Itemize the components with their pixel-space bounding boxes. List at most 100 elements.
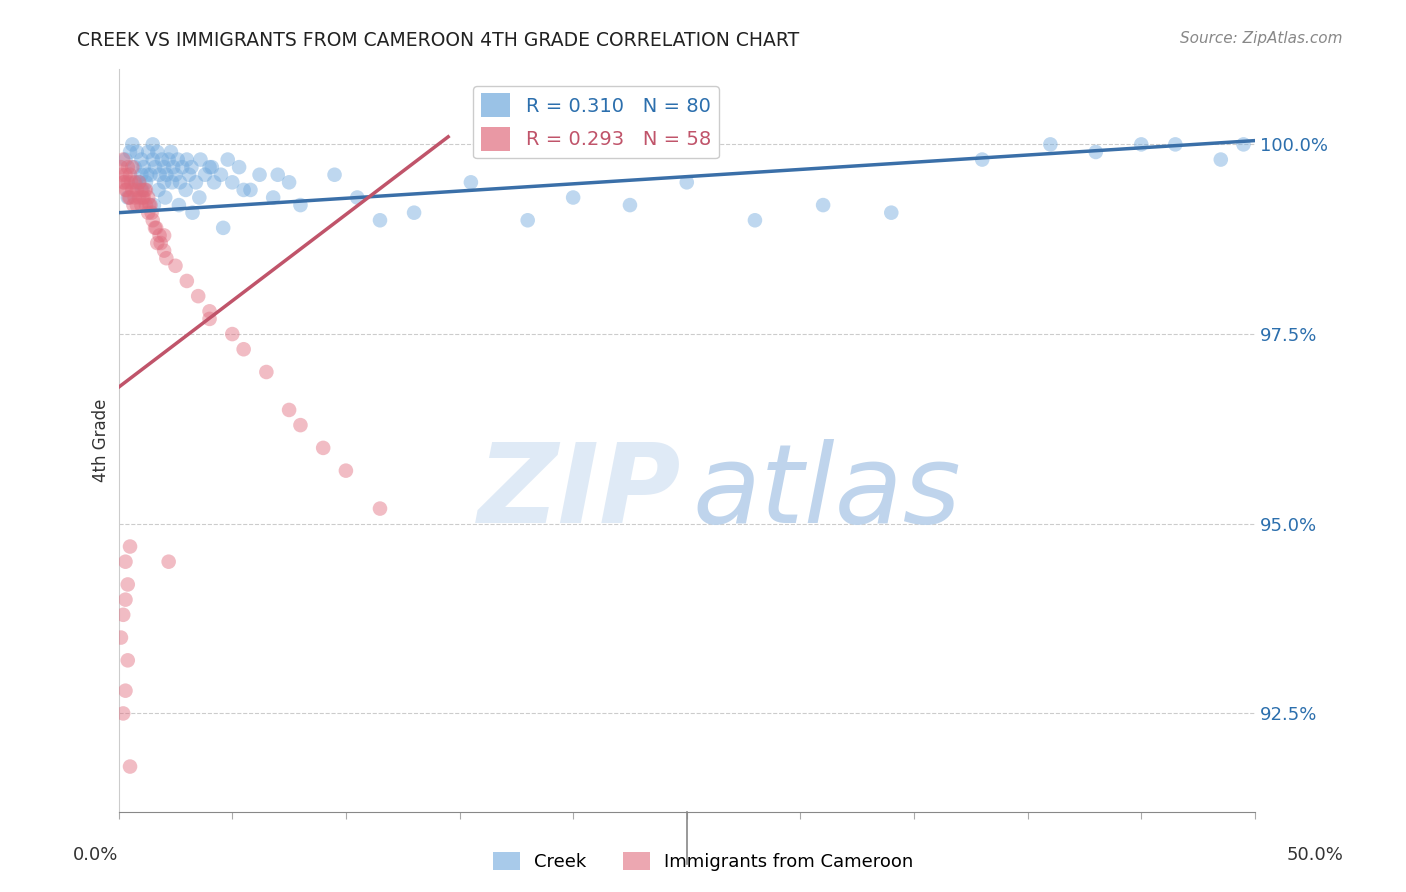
Point (115, 183, 138, 197)
Point (1164, 137, 1187, 152)
Point (169, 175, 191, 189)
Point (155, 251, 177, 265)
Point (675, 175, 697, 189)
Point (198, 304, 221, 318)
Point (176, 274, 198, 288)
Point (117, 577, 139, 591)
Point (139, 168, 162, 182)
Point (1084, 145, 1107, 159)
Point (112, 175, 135, 189)
Point (188, 190, 211, 204)
Point (460, 175, 482, 189)
Point (117, 175, 139, 189)
Point (290, 418, 312, 433)
Point (249, 168, 271, 182)
Point (254, 365, 277, 379)
Point (149, 235, 172, 250)
Point (121, 137, 143, 152)
Point (128, 190, 150, 204)
Point (131, 153, 153, 167)
Point (153, 160, 176, 174)
Point (368, 501, 391, 516)
Point (165, 168, 187, 182)
Point (142, 137, 165, 152)
Point (153, 228, 176, 243)
Point (202, 175, 225, 189)
Point (118, 190, 141, 204)
Point (110, 160, 132, 174)
Point (228, 160, 250, 174)
Point (135, 175, 157, 189)
Point (1209, 153, 1232, 167)
Point (118, 759, 141, 773)
Point (239, 183, 262, 197)
Text: Source: ZipAtlas.com: Source: ZipAtlas.com (1180, 31, 1343, 46)
Text: atlas: atlas (692, 439, 962, 546)
Point (138, 198, 160, 212)
Point (1130, 137, 1153, 152)
Point (160, 175, 183, 189)
Point (179, 168, 201, 182)
Legend: R = 0.310   N = 80, R = 0.293   N = 58: R = 0.310 N = 80, R = 0.293 N = 58 (472, 86, 718, 159)
Point (167, 198, 190, 212)
Point (146, 145, 169, 159)
Point (194, 168, 217, 182)
Point (181, 205, 204, 219)
Point (136, 190, 159, 204)
Point (134, 183, 156, 197)
Point (114, 168, 136, 182)
Point (187, 289, 209, 303)
Point (114, 555, 136, 569)
Point (135, 198, 157, 212)
Point (811, 198, 834, 212)
Point (114, 183, 136, 197)
Point (221, 175, 243, 189)
Point (131, 183, 153, 197)
Point (562, 190, 585, 204)
Point (346, 190, 368, 204)
Point (128, 175, 150, 189)
Point (131, 168, 153, 182)
Point (1039, 137, 1062, 152)
Point (124, 190, 146, 204)
Point (153, 244, 176, 258)
Point (118, 540, 141, 554)
Point (221, 327, 243, 342)
Point (267, 168, 290, 182)
Point (232, 183, 254, 197)
Point (112, 706, 135, 721)
Point (114, 683, 136, 698)
Point (125, 145, 148, 159)
Point (262, 190, 284, 204)
Point (131, 183, 153, 197)
Point (212, 220, 235, 235)
Point (404, 205, 426, 219)
Point (150, 153, 173, 167)
Text: 50.0%: 50.0% (1286, 846, 1343, 863)
Point (184, 175, 207, 189)
Point (125, 198, 148, 212)
Point (142, 153, 165, 167)
Point (1232, 137, 1254, 152)
Point (118, 145, 141, 159)
Point (166, 153, 188, 167)
Point (117, 160, 139, 174)
Point (155, 190, 177, 204)
Point (143, 160, 166, 174)
Point (619, 198, 641, 212)
Point (139, 198, 162, 212)
Text: ZIP: ZIP (478, 439, 681, 546)
Point (136, 168, 159, 182)
Point (744, 213, 766, 227)
Point (131, 190, 153, 204)
Point (141, 205, 163, 219)
Point (132, 160, 155, 174)
Point (148, 183, 170, 197)
Y-axis label: 4th Grade: 4th Grade (93, 399, 110, 482)
Point (114, 153, 136, 167)
Point (131, 198, 153, 212)
Point (174, 183, 197, 197)
Point (157, 555, 180, 569)
Point (122, 198, 145, 212)
Point (128, 175, 150, 189)
